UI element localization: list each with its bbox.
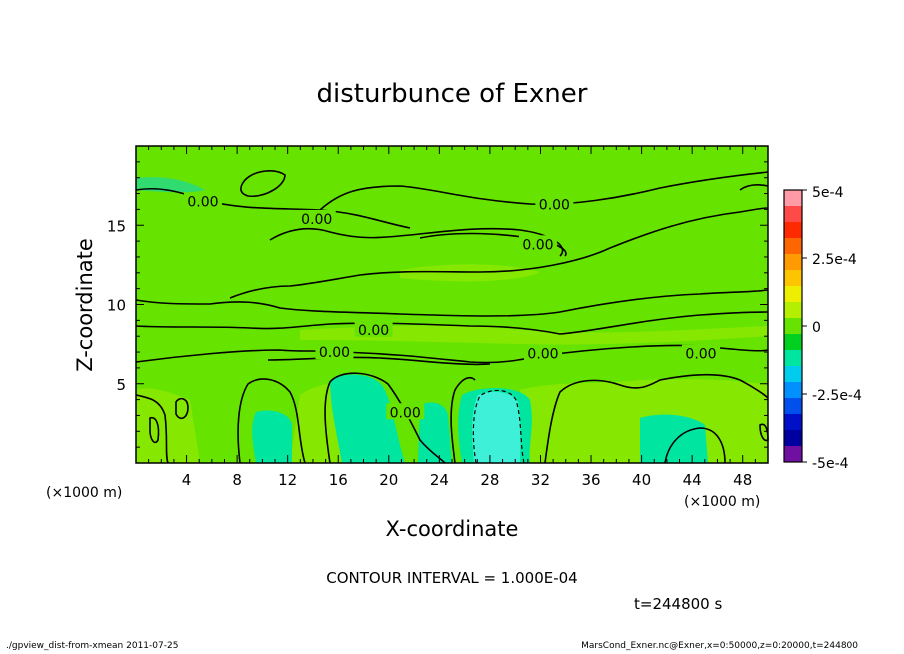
y-tick-labels: 5 10 15 [107,217,126,394]
x-tick-labels: 4 8 12 16 20 24 28 32 36 40 44 48 [182,471,752,489]
colorbar-swatch [784,382,802,399]
colorbar-swatch [784,334,802,351]
colorbar-swatch [784,222,802,239]
plot-area: 0.00 0.00 0.00 0.00 0.00 0.00 0.00 0.00 0.00 [135,145,769,464]
colorbar-swatch [784,270,802,287]
positive-region [136,388,200,463]
colorbar-swatch [784,446,802,463]
negative-region [472,391,521,463]
contour-line [240,170,286,197]
contour-label: 0.00 [522,237,553,253]
contour-label-bg [524,344,563,361]
colorbar-swatch [784,190,802,207]
x-tick-label: 48 [733,471,752,489]
contour-label-bg [535,195,574,212]
contour-line [149,416,160,444]
chart-title: disturbunce of Exner [317,79,588,109]
contour-label: 0.00 [319,345,350,361]
contour-line [739,184,769,191]
footer-left: ./gpview_dist-from-xmean 2011-07-25 [6,641,179,651]
colorbar-swatch [784,206,802,223]
contour-label-bg [682,344,721,361]
contour-line [544,373,769,464]
negative-region [640,414,708,463]
contour-label-bg [354,320,393,337]
contour-line [450,376,476,464]
y-tick-label: 5 [116,376,126,394]
x-tick-label: 12 [278,471,297,489]
contour-label: 0.00 [390,405,421,421]
contour-line [664,427,726,464]
axis-ticks [136,146,768,463]
colorbar-swatch [784,238,802,255]
x-tick-label: 8 [232,471,242,489]
contour-label-bg [183,192,222,209]
contour-line [135,187,411,229]
x-tick-label: 20 [379,471,398,489]
colorbar-swatch [784,350,802,367]
contour-label: 0.00 [301,212,332,228]
contour-line [324,372,446,464]
colorbar-swatch [784,318,802,335]
y-unit-label: (×1000 m) [46,485,122,501]
y-tick-label: 15 [107,217,126,235]
contour-line [135,311,769,335]
colorbar-label: 5e-4 [812,185,844,201]
contour-line [267,356,491,366]
colorbar [783,189,807,463]
x-tick-label: 24 [430,471,449,489]
negative-region [330,374,405,463]
positive-region [300,325,768,345]
contour-line [175,397,189,420]
x-unit-label: (×1000 m) [684,494,760,510]
x-tick-label: 32 [531,471,550,489]
colorbar-label: -5e-4 [812,456,849,472]
contour-line [229,207,769,299]
colorbar-swatch [784,430,802,447]
colorbar-swatch [784,398,802,415]
negative-contour-line [472,389,525,464]
x-axis-title: X-coordinate [386,517,519,541]
contour-labels: 0.00 0.00 0.00 0.00 0.00 0.00 0.00 0.00 0.00 [183,192,721,421]
colorbar-swatch [784,366,802,383]
contour-label-bg [518,235,557,252]
contour-line [319,171,769,211]
colorbar-label: 2.5e-4 [812,252,857,268]
contour-line [269,227,564,257]
x-tick-label: 28 [480,471,499,489]
positive-region [400,264,540,282]
negative-region [252,410,292,463]
contour-interval-text: CONTOUR INTERVAL = 1.000E-04 [326,569,577,587]
contour-label-bg [386,403,425,420]
x-tick-label: 44 [683,471,702,489]
colorbar-labels: 5e-4 2.5e-4 0 -2.5e-4 -5e-4 [812,185,862,472]
y-tick-label: 10 [107,297,126,315]
contour-label: 0.00 [527,347,558,363]
y-axis-title: Z-coordinate [73,238,97,372]
contour-label: 0.00 [358,323,389,339]
colorbar-swatch [784,414,802,431]
x-tick-label: 16 [329,471,348,489]
time-text: t=244800 s [634,595,722,613]
contour-label: 0.00 [539,198,570,214]
contour-label-bg [315,343,354,360]
colorbar-swatch [784,302,802,319]
footer-right: MarsCond_Exner.nc@Exner,x=0:50000,z=0:20… [581,641,858,651]
x-tick-label: 40 [632,471,651,489]
x-tick-label: 4 [182,471,192,489]
colorbar-swatch [784,254,802,271]
colorbar-swatch [784,286,802,303]
x-tick-label: 36 [581,471,600,489]
contour-line [135,289,769,317]
colorbar-label: 0 [812,320,821,336]
contour-line [135,394,169,464]
colorbar-label: -2.5e-4 [812,388,862,404]
contour-label: 0.00 [187,194,218,210]
contour-line [237,378,306,464]
contour-label: 0.00 [685,347,716,363]
contour-label-bg [297,209,336,226]
